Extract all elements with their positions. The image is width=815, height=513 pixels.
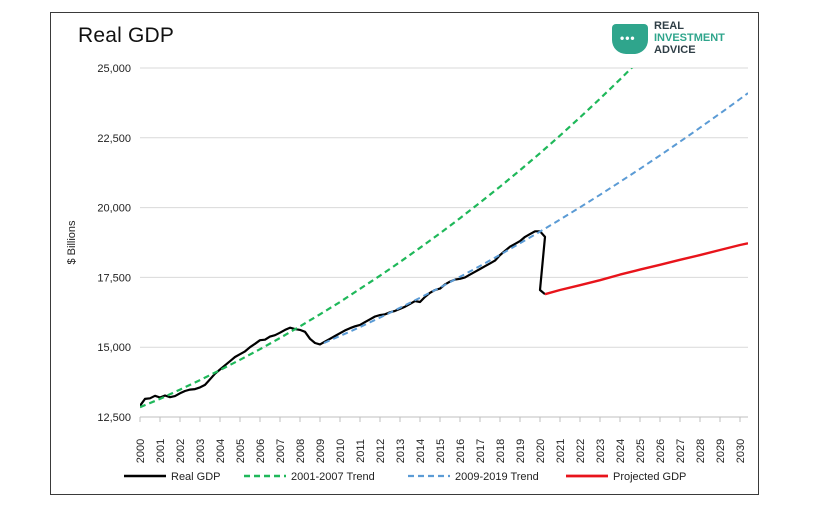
2001-2007-trend-line [140, 68, 634, 409]
2009-2019-trend-line [323, 92, 748, 344]
x-tick-label: 2001 [155, 439, 167, 463]
x-tick-label: 2028 [695, 439, 707, 463]
logo-wordmark: REAL INVESTMENT ADVICE [654, 20, 725, 56]
x-tick-label: 2007 [275, 439, 287, 463]
x-tick-label: 2014 [415, 439, 427, 463]
y-tick-label: 15,000 [97, 342, 131, 354]
x-tick-label: 2026 [655, 439, 667, 463]
legend-label: Projected GDP [613, 471, 686, 483]
legend-label: 2001-2007 Trend [291, 471, 375, 483]
x-tick-label: 2024 [615, 439, 627, 463]
x-tick-label: 2011 [355, 439, 367, 463]
x-tick-label: 2010 [335, 439, 347, 463]
x-tick-label: 2020 [535, 439, 547, 463]
logo-mark-glyph: ••• [620, 31, 636, 45]
x-tick-label: 2013 [395, 439, 407, 463]
x-tick-label: 2017 [475, 439, 487, 463]
projected-gdp-line [544, 242, 748, 296]
y-tick-label: 25,000 [97, 63, 131, 75]
x-tick-label: 2021 [555, 439, 567, 463]
x-tick-label: 2016 [455, 439, 467, 463]
legend-label: 2009-2019 Trend [455, 471, 539, 483]
x-tick-label: 2015 [435, 439, 447, 463]
y-tick-label: 17,500 [97, 272, 131, 284]
x-tick-label: 2002 [175, 439, 187, 463]
logo-line-1: REAL [654, 20, 684, 32]
chart-frame [50, 12, 759, 495]
x-tick-label: 2005 [235, 439, 247, 463]
y-tick-label: 20,000 [97, 203, 131, 215]
x-tick-label: 2008 [295, 439, 307, 463]
x-tick-label: 2003 [195, 439, 207, 463]
chat-bubble-logo-icon: ••• [612, 24, 648, 54]
x-tick-label: 2009 [315, 439, 327, 463]
x-tick-label: 2025 [635, 439, 647, 463]
x-tick-label: 2030 [735, 439, 747, 463]
y-tick-label: 22,500 [97, 133, 131, 145]
x-tick-label: 2012 [375, 439, 387, 463]
x-tick-label: 2006 [255, 439, 267, 463]
x-tick-label: 2004 [215, 439, 227, 463]
x-tick-label: 2023 [595, 439, 607, 463]
logo-line-2: INVESTMENT [654, 32, 725, 44]
legend-label: Real GDP [171, 471, 221, 483]
x-tick-label: 2022 [575, 439, 587, 463]
x-tick-label: 2029 [715, 439, 727, 463]
real-gdp-line [140, 230, 547, 407]
x-tick-label: 2019 [515, 439, 527, 463]
x-tick-label: 2027 [675, 439, 687, 463]
x-tick-label: 2018 [495, 439, 507, 463]
x-tick-label: 2000 [135, 439, 147, 463]
y-axis-label: $ Billions [66, 220, 78, 265]
y-tick-label: 12,500 [97, 412, 131, 424]
logo-line-3: ADVICE [654, 44, 696, 56]
real-investment-advice-logo: ••• REAL INVESTMENT ADVICE [612, 20, 752, 64]
chart-title: Real GDP [78, 24, 175, 47]
